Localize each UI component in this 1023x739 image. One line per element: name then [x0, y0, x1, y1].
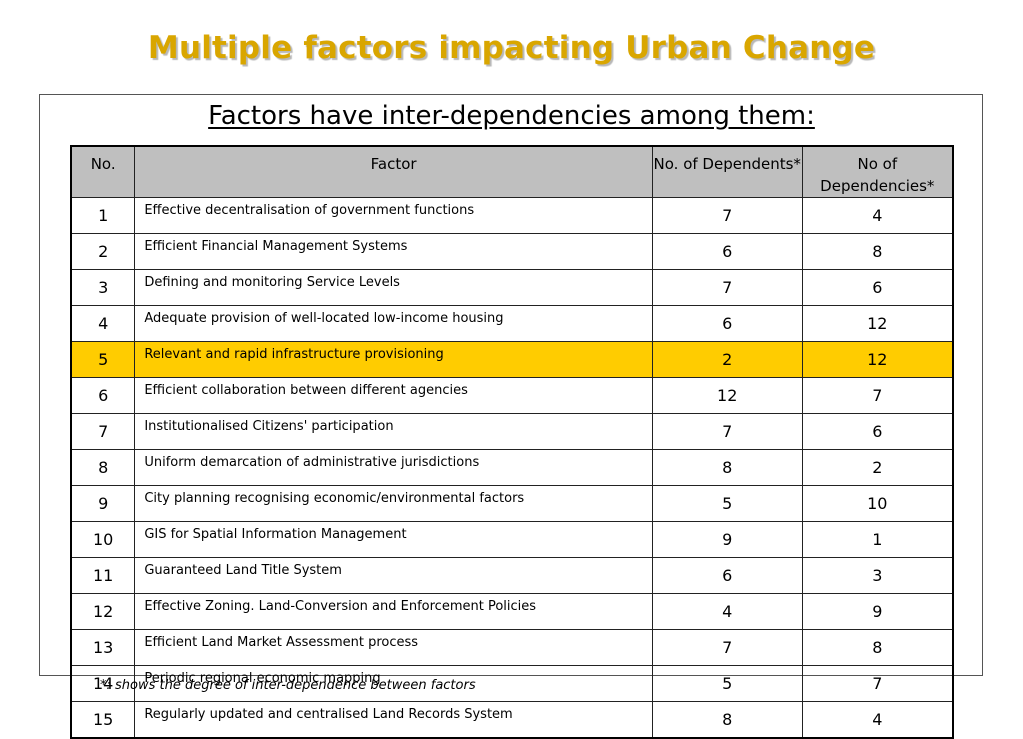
table-row: 12 Effective Zoning. Land-Conversion and … [70, 593, 954, 630]
header-no: No. [70, 145, 136, 198]
footnote: *: shows the degree of inter-dependence … [100, 678, 476, 693]
dependencies-cell: 6 [801, 413, 954, 450]
table-row: 4 Adequate provision of well-located low-… [70, 305, 954, 342]
table-row: 6 Efficient collaboration between differe… [70, 377, 954, 414]
row-number-cell: 12 [70, 593, 136, 630]
table-row: 11 Guaranteed Land Title System 6 3 [70, 557, 954, 594]
row-number-cell: 8 [70, 449, 136, 486]
dependencies-cell: 10 [801, 485, 954, 522]
table-row: 9 City planning recognising economic/envi… [70, 485, 954, 522]
table-row: 10 GIS for Spatial Information Management… [70, 521, 954, 558]
factors-table: No. Factor No. of Dependents* No of Depe… [70, 145, 954, 739]
row-number-cell: 9 [70, 485, 136, 522]
row-number-cell: 5 [70, 341, 136, 378]
factor-cell: Periodic regional economic mapping [134, 665, 653, 702]
factor-cell: Relevant and rapid infrastructure provis… [134, 341, 653, 378]
dependents-cell: 7 [651, 197, 803, 234]
dependents-cell: 7 [651, 269, 803, 306]
row-number-cell: 4 [70, 305, 136, 342]
dependencies-cell: 3 [801, 557, 954, 594]
dependencies-cell: 9 [801, 593, 954, 630]
row-number-cell: 1 [70, 197, 136, 234]
dependencies-cell: 7 [801, 377, 954, 414]
dependencies-cell: 12 [801, 305, 954, 342]
dependents-cell: 6 [651, 557, 803, 594]
table-row: 7 Institutionalised Citizens' participati… [70, 413, 954, 450]
row-number-cell: 3 [70, 269, 136, 306]
slide-title: Multiple factors impacting Urban Change [147, 30, 876, 66]
dependencies-cell: 6 [801, 269, 954, 306]
table-row: 15 Regularly updated and centralised Land… [70, 701, 954, 739]
factor-cell: Efficient collaboration between differen… [134, 377, 653, 414]
dependents-cell: 2 [651, 341, 803, 378]
row-number-cell: 15 [70, 701, 136, 739]
table-row: 3 Defining and monitoring Service Levels 7… [70, 269, 954, 306]
dependencies-cell: 4 [801, 701, 954, 739]
table-header-row: No. Factor No. of Dependents* No of Depe… [70, 145, 954, 198]
dependencies-cell: 2 [801, 449, 954, 486]
factor-cell: Defining and monitoring Service Levels [134, 269, 653, 306]
dependents-cell: 6 [651, 233, 803, 270]
row-number-cell: 10 [70, 521, 136, 558]
factor-cell: Efficient Financial Management Systems [134, 233, 653, 270]
factor-cell: Uniform demarcation of administrative ju… [134, 449, 653, 486]
header-dependencies: No of Dependencies* [801, 145, 954, 198]
table-body: 1 Effective decentralisation of governmen… [70, 197, 954, 739]
dependencies-cell: 1 [801, 521, 954, 558]
row-number-cell: 6 [70, 377, 136, 414]
header-dependents: No. of Dependents* [651, 145, 803, 198]
dependents-cell: 12 [651, 377, 803, 414]
table-row: 8 Uniform demarcation of administrative j… [70, 449, 954, 486]
factor-cell: Adequate provision of well-located low-i… [134, 305, 653, 342]
dependencies-cell: 4 [801, 197, 954, 234]
row-number-cell: 13 [70, 629, 136, 666]
factor-cell: Guaranteed Land Title System [134, 557, 653, 594]
table-row: 14 Periodic regional economic mapping 5 7 [70, 665, 954, 702]
slide-subtitle: Factors have inter-dependencies among th… [208, 101, 815, 131]
dependents-cell: 4 [651, 593, 803, 630]
dependencies-cell: 12 [801, 341, 954, 378]
row-number-cell: 14 [70, 665, 136, 702]
factor-cell: City planning recognising economic/envir… [134, 485, 653, 522]
row-number-cell: 2 [70, 233, 136, 270]
factor-cell: GIS for Spatial Information Management [134, 521, 653, 558]
dependents-cell: 7 [651, 629, 803, 666]
factor-cell: Effective Zoning. Land-Conversion and En… [134, 593, 653, 630]
table-row: 5 Relevant and rapid infrastructure provi… [70, 341, 954, 378]
row-number-cell: 7 [70, 413, 136, 450]
factor-cell: Efficient Land Market Assessment process [134, 629, 653, 666]
dependents-cell: 8 [651, 701, 803, 739]
factor-cell: Institutionalised Citizens' participatio… [134, 413, 653, 450]
factor-cell: Effective decentralisation of government… [134, 197, 653, 234]
dependencies-cell: 7 [801, 665, 954, 702]
dependencies-cell: 8 [801, 233, 954, 270]
dependents-cell: 9 [651, 521, 803, 558]
table-row: 1 Effective decentralisation of governmen… [70, 197, 954, 234]
header-factor: Factor [134, 145, 653, 198]
dependents-cell: 7 [651, 413, 803, 450]
dependents-cell: 8 [651, 449, 803, 486]
dependents-cell: 5 [651, 485, 803, 522]
table-row: 13 Efficient Land Market Assessment proce… [70, 629, 954, 666]
dependents-cell: 6 [651, 305, 803, 342]
table-row: 2 Efficient Financial Management Systems 6… [70, 233, 954, 270]
dependents-cell: 5 [651, 665, 803, 702]
row-number-cell: 11 [70, 557, 136, 594]
factor-cell: Regularly updated and centralised Land R… [134, 701, 653, 739]
dependencies-cell: 8 [801, 629, 954, 666]
